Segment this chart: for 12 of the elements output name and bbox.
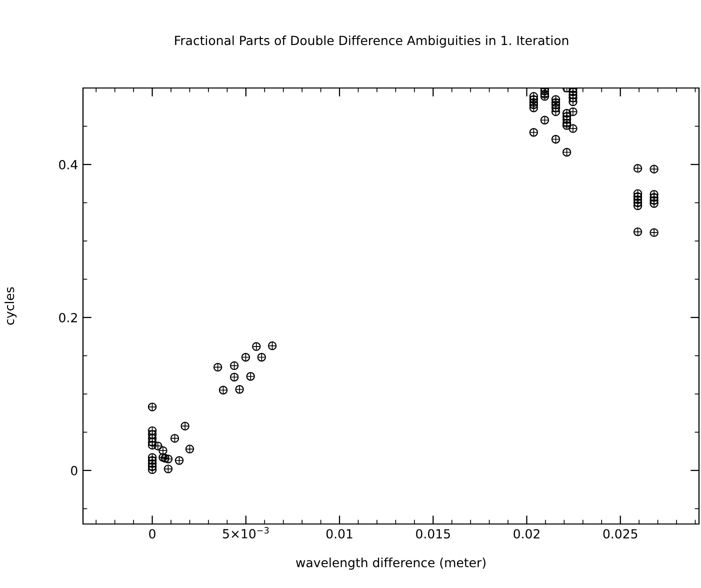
y-tick-label: 0 xyxy=(71,466,78,476)
y-axis-title: cycles xyxy=(4,287,17,325)
x-tick-label: 0 xyxy=(149,529,156,539)
x-tick-label: 0.025 xyxy=(603,529,638,539)
x-axis-title: wavelength difference (meter) xyxy=(296,558,486,570)
x-tick-label: 0.015 xyxy=(416,529,450,539)
x-tick-label: 0.01 xyxy=(326,529,352,539)
y-tick-label: 0.2 xyxy=(59,312,77,322)
y-tick-label: 0.4 xyxy=(59,160,78,170)
x-tick-label: 5×10$^{−3}$ xyxy=(222,526,269,538)
x-tick-label: 0.02 xyxy=(514,529,540,539)
chart-title: Fractional Parts of Double Difference Ambiguities in 1. Iteration xyxy=(175,36,568,48)
